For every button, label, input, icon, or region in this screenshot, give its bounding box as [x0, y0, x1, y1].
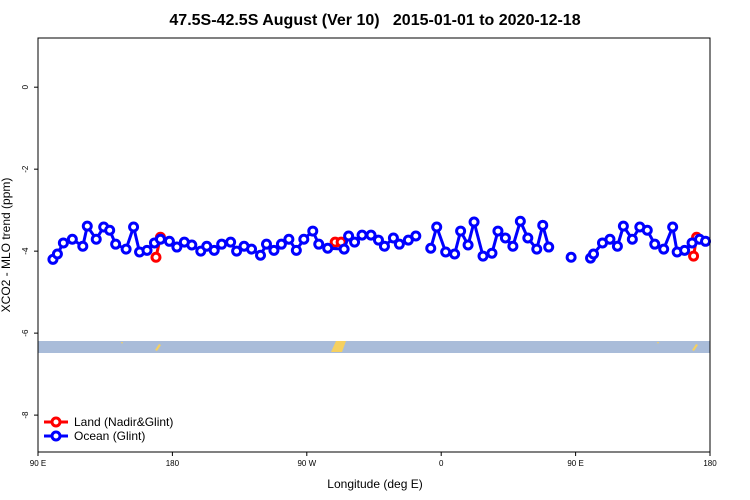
data-point [543, 241, 555, 253]
y-tick-label: 0 [21, 84, 30, 89]
y-tick-label: -6 [21, 329, 30, 337]
data-point [275, 238, 287, 250]
data-point [57, 237, 69, 249]
data-point [290, 244, 302, 256]
data-point [425, 242, 437, 254]
data-point [225, 236, 237, 248]
data-point [679, 244, 691, 256]
data-point [455, 225, 467, 237]
data-point [356, 229, 368, 241]
plot-frame [37, 37, 711, 453]
data-point [468, 216, 480, 228]
data-point [77, 240, 89, 252]
data-point [216, 238, 228, 250]
y-tick-label: -2 [21, 165, 30, 173]
data-point [649, 238, 661, 250]
data-point [322, 242, 334, 254]
data-point [507, 240, 519, 252]
data-point [667, 221, 679, 233]
data-point [163, 235, 175, 247]
data-point [268, 244, 280, 256]
data-point [141, 244, 153, 256]
data-point [641, 224, 653, 236]
data-point [492, 225, 504, 237]
data-point [431, 221, 443, 233]
data-point [51, 248, 63, 260]
data-point [154, 233, 166, 245]
data-point [307, 225, 319, 237]
data-point [231, 245, 243, 257]
legend-marker [50, 430, 62, 442]
data-point [700, 235, 712, 247]
data-point [410, 230, 422, 242]
data-point [104, 224, 116, 236]
data-point [81, 220, 93, 232]
data-point [378, 240, 390, 252]
data-point [604, 233, 616, 245]
x-tick-label: 0 [439, 459, 444, 468]
data-point [531, 243, 543, 255]
x-tick-label: 90 W [297, 459, 316, 468]
data-point [372, 234, 384, 246]
data-point [150, 251, 162, 263]
data-point [537, 219, 549, 231]
data-point [313, 238, 325, 250]
data-point [514, 215, 526, 227]
data-point [110, 238, 122, 250]
data-point [440, 246, 452, 258]
data-point [171, 241, 183, 253]
legend-label: Land (Nadir&Glint) [74, 415, 173, 429]
legend-marker [50, 416, 62, 428]
data-point [486, 247, 498, 259]
x-tick-label: 90 E [567, 459, 583, 468]
legend-item: Ocean (Glint) [44, 429, 145, 443]
data-point [626, 233, 638, 245]
plot-area [47, 215, 712, 265]
data-point [365, 229, 377, 241]
data-point [343, 230, 355, 242]
data-point [393, 238, 405, 250]
data-point [338, 243, 350, 255]
data-point [588, 248, 600, 260]
data-point [128, 221, 140, 233]
data-point [387, 232, 399, 244]
x-tick-label: 180 [166, 459, 180, 468]
data-point [658, 243, 670, 255]
data-point [186, 239, 198, 251]
data-point [499, 232, 511, 244]
data-point [477, 250, 489, 262]
data-point [522, 232, 534, 244]
y-tick-label: -4 [21, 247, 30, 255]
data-point [462, 239, 474, 251]
data-point [617, 220, 629, 232]
data-point [120, 243, 132, 255]
data-point [283, 233, 295, 245]
data-point [246, 243, 258, 255]
x-axis-label: Longitude (deg E) [327, 477, 422, 491]
data-point [90, 233, 102, 245]
data-point [349, 236, 361, 248]
data-point [611, 240, 623, 252]
legend-label: Ocean (Glint) [74, 429, 145, 443]
data-point [260, 238, 272, 250]
data-point [449, 248, 461, 260]
data-point [688, 250, 700, 262]
data-point [298, 233, 310, 245]
chart-title: 47.5S-42.5S August (Ver 10) 2015-01-01 t… [169, 12, 580, 29]
data-point [565, 251, 577, 263]
legend-item: Land (Nadir&Glint) [44, 415, 173, 429]
y-tick-label: -8 [21, 411, 30, 419]
data-point [66, 233, 78, 245]
surface-mask [38, 341, 710, 353]
data-point [255, 249, 267, 261]
data-point [208, 244, 220, 256]
y-axis-label: XCO2 - MLO trend (ppm) [0, 178, 13, 313]
x-tick-label: 180 [703, 459, 717, 468]
x-tick-label: 90 E [30, 459, 46, 468]
